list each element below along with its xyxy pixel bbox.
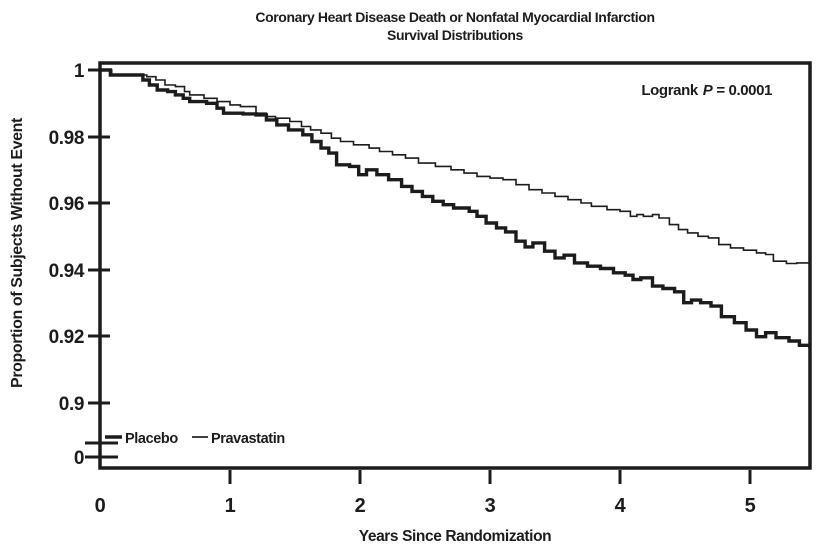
legend-pravastatin-label: Pravastatin <box>211 431 285 447</box>
y-tick-label: 0.96 <box>49 194 84 215</box>
placebo-curve <box>100 68 812 349</box>
x-tick-label: 3 <box>485 495 496 517</box>
y-axis-break <box>85 441 118 459</box>
x-axis-ticks <box>228 470 752 484</box>
plot-frame <box>98 61 812 470</box>
pravastatin-curve <box>100 69 811 265</box>
y-tick-label-zero: 0 <box>74 448 84 469</box>
y-tick-label: 0.92 <box>49 327 84 348</box>
x-tick-label: 0 <box>95 495 106 517</box>
y-tick-label: 1 <box>74 61 85 82</box>
x-tick-label: 4 <box>615 495 627 517</box>
x-tick-label: 2 <box>355 495 366 517</box>
x-tick-label: 5 <box>745 495 756 517</box>
y-axis-labels: 1 0.98 0.96 0.94 0.92 0.9 0 <box>49 61 86 469</box>
logrank-value: = 0.0001 <box>716 82 772 99</box>
logrank-prefix: Logrank <box>641 82 698 99</box>
logrank-annotation: Logrank P = 0.0001 <box>641 82 772 99</box>
chart-title-line1: Coronary Heart Disease Death or Nonfatal… <box>255 9 654 25</box>
y-tick-label: 0.98 <box>49 128 84 149</box>
y-tick-label: 0.94 <box>49 261 85 282</box>
y-tick-label: 0.9 <box>59 394 84 415</box>
x-axis-title: Years Since Randomization <box>359 528 551 545</box>
chart-title-line2: Survival Distributions <box>387 27 524 43</box>
y-axis-title: Proportion of Subjects Without Event <box>9 117 26 388</box>
legend: Placebo Pravastatin <box>105 431 285 447</box>
logrank-p-symbol: P <box>703 82 714 99</box>
legend-placebo-label: Placebo <box>125 431 178 447</box>
x-tick-label: 1 <box>225 495 236 517</box>
x-axis-labels: 0 1 2 3 4 5 <box>95 495 756 517</box>
